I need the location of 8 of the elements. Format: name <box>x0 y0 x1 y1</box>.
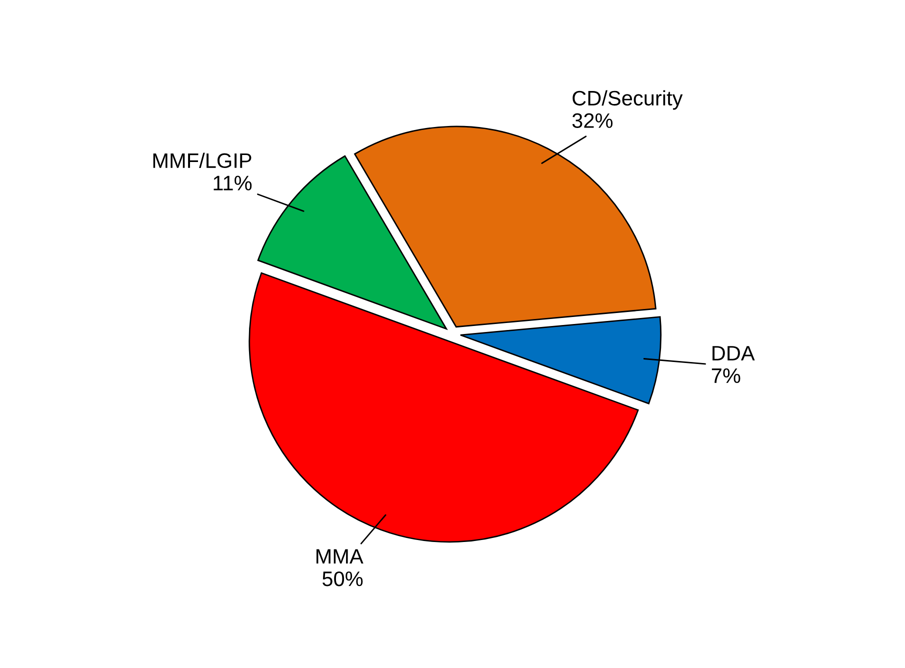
data-label: 32% <box>572 113 613 128</box>
slice-label: DDA <box>712 346 755 360</box>
data-label: 50% <box>322 571 363 586</box>
slice-label: MMF/LGIP <box>153 152 252 168</box>
slice-label: CD/Security <box>572 90 683 110</box>
slice-label: MMA <box>316 549 364 564</box>
data-label: 7% <box>712 368 740 383</box>
data-label: 11% <box>214 176 252 190</box>
